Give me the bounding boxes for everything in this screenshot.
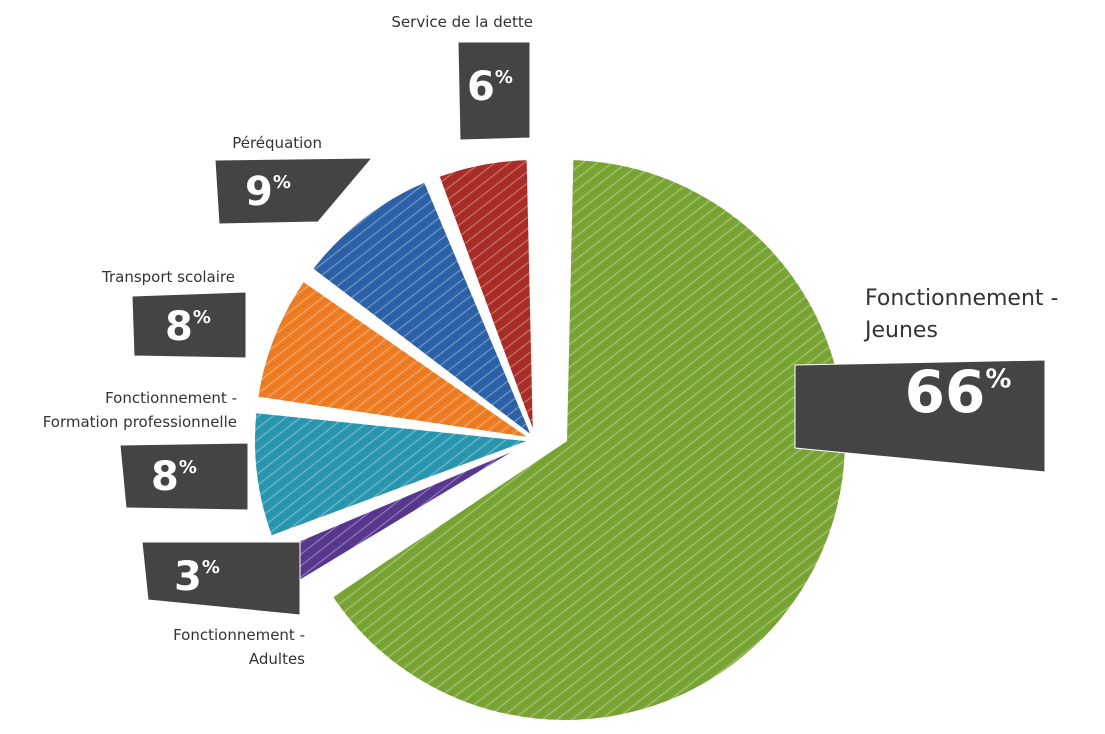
percent-data-label: 9%: [245, 169, 291, 215]
category-label: Adultes: [249, 650, 305, 668]
pie-slice-texture: [275, 440, 535, 586]
percent-label-box: [141, 541, 301, 616]
category-label: Fonctionnement -: [105, 389, 237, 407]
percent-label-box: [119, 442, 249, 511]
category-label: Formation professionnelle: [43, 413, 237, 431]
category-label: Péréquation: [232, 134, 322, 152]
pie-slice-texture: [256, 279, 535, 440]
percent-value: 8: [165, 304, 193, 350]
pie-slice-group: [253, 276, 537, 442]
category-label: Fonctionnement -: [865, 286, 1058, 311]
percent-value: 66: [905, 358, 986, 426]
percent-value: 3: [174, 554, 202, 600]
percent-unit: %: [202, 557, 220, 578]
percent-data-label: 8%: [151, 454, 197, 500]
pie-label-group: 6% Service de la dette: [391, 13, 533, 141]
pie-slice-texture: [330, 158, 848, 723]
percent-value: 6: [467, 64, 495, 110]
percent-unit: %: [495, 67, 513, 88]
pie-label-group: 66% Fonctionnement - Jeunes: [794, 286, 1058, 473]
pie-slice-texture: [253, 411, 536, 538]
pie-slice-group: [307, 177, 540, 447]
pie-label-group: 9% Péréquation: [214, 134, 374, 225]
slices-layer: [251, 156, 849, 725]
category-label: Transport scolaire: [101, 268, 235, 286]
percent-data-label: 6%: [467, 64, 513, 110]
pie-label-group: 3% Fonctionnement - Adultes: [141, 541, 305, 668]
category-label: Service de la dette: [391, 13, 533, 31]
percent-label-box: [131, 291, 247, 359]
percent-value: 9: [245, 169, 273, 215]
percent-unit: %: [193, 307, 211, 328]
category-label: Jeunes: [863, 318, 938, 343]
category-label: Fonctionnement -: [173, 626, 305, 644]
pie-label-group: 8% Transport scolaire: [101, 268, 247, 359]
pie-slice-texture: [310, 180, 535, 440]
pie-slice-group: [327, 156, 849, 725]
percent-data-label: 8%: [165, 304, 211, 350]
percent-unit: %: [985, 365, 1011, 395]
percent-unit: %: [273, 172, 291, 193]
percent-value: 8: [151, 454, 179, 500]
pie-slice-group: [251, 408, 536, 541]
percent-label-box: [214, 157, 374, 225]
pie-slice-texture: [437, 158, 535, 440]
pie-slice-group: [434, 156, 537, 441]
percent-data-label: 66%: [905, 358, 1012, 426]
percent-label-box: [457, 41, 531, 141]
pie-label-group: 8% Fonctionnement - Formation professionne…: [43, 389, 249, 511]
percent-label-box: [794, 359, 1046, 473]
percent-data-label: 3%: [174, 554, 220, 600]
labels-layer: 66% Fonctionnement - Jeunes 3% Fonctionnemen…: [43, 13, 1059, 668]
percent-unit: %: [179, 457, 197, 478]
